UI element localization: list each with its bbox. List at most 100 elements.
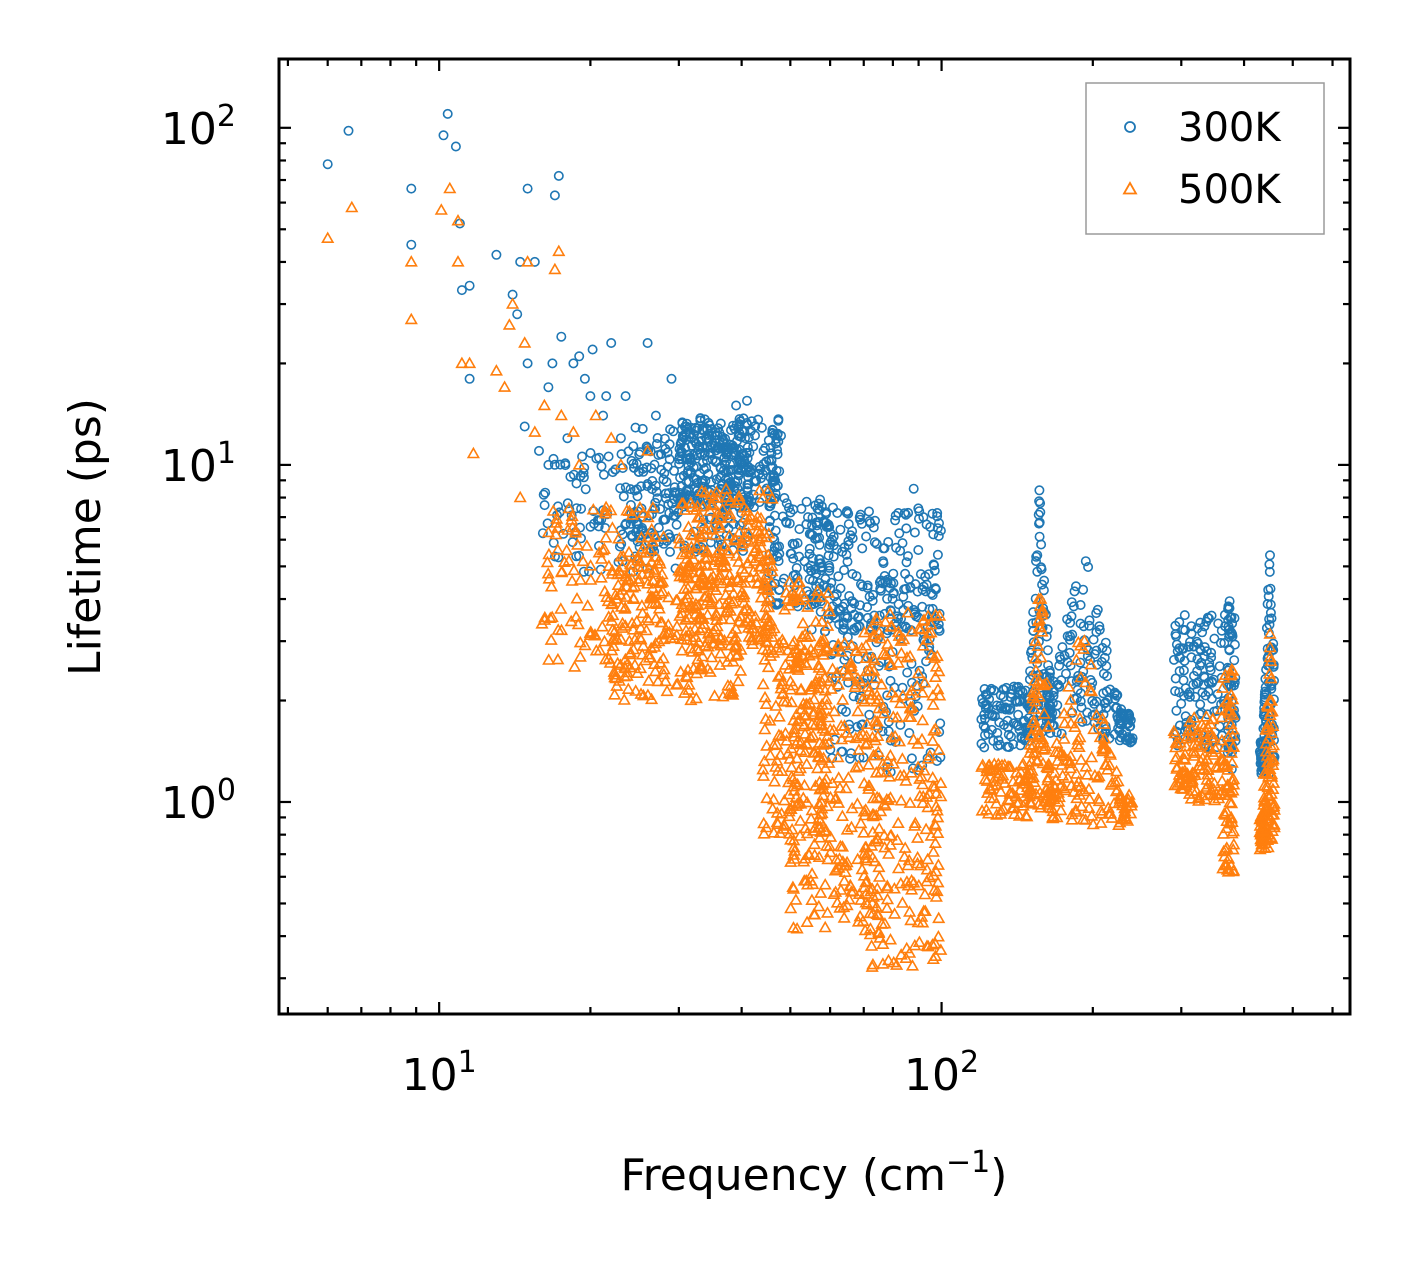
data-point-300K [1032, 647, 1043, 658]
data-point-500K [1005, 801, 1019, 814]
data-point-500K [917, 763, 931, 776]
data-point-300K [1264, 566, 1275, 577]
data-point-500K [537, 398, 551, 411]
data-point-500K [1080, 768, 1094, 780]
data-point-500K [1226, 722, 1240, 735]
data-point-500K [915, 910, 929, 922]
data-point-500K [905, 883, 919, 895]
data-point-300K [1008, 739, 1019, 750]
data-point-500K [1170, 760, 1184, 773]
x-tick-label: 101 [402, 1045, 477, 1101]
data-point-500K [1007, 807, 1021, 820]
data-point-500K [775, 806, 789, 819]
data-point-500K [852, 743, 866, 755]
data-point-500K [818, 920, 832, 933]
data-point-500K [853, 729, 867, 742]
data-point-500K [912, 935, 926, 948]
data-point-500K [1027, 702, 1041, 714]
data-point-300K [1260, 686, 1271, 697]
data-point-300K [662, 447, 673, 458]
data-point-500K [625, 572, 639, 585]
data-point-500K [1200, 720, 1214, 733]
data-point-500K [832, 861, 846, 873]
data-point-300K [788, 504, 799, 515]
data-point-500K [700, 550, 715, 563]
data-point-500K [562, 554, 576, 566]
data-point-500K [667, 631, 682, 644]
data-point-500K [712, 521, 726, 533]
data-point-500K [812, 750, 826, 763]
data-point-500K [851, 704, 865, 717]
data-point-500K [913, 789, 927, 801]
data-point-300K [659, 468, 670, 479]
data-point-300K [1100, 697, 1111, 708]
data-point-300K [1048, 687, 1059, 698]
data-point-500K [720, 655, 734, 667]
data-point-500K [902, 710, 916, 722]
data-point-500K [793, 761, 807, 774]
data-point-300K [1170, 629, 1181, 640]
data-point-300K [1223, 614, 1234, 625]
data-point-500K [748, 609, 762, 622]
data-point-300K [519, 421, 530, 432]
data-point-500K [844, 638, 859, 651]
data-point-500K [1050, 754, 1064, 766]
data-point-300K [1094, 621, 1105, 632]
data-point-300K [618, 491, 629, 502]
data-point-300K [638, 466, 649, 477]
data-point-500K [758, 690, 772, 703]
data-point-500K [631, 553, 645, 566]
data-point-500K [1026, 685, 1040, 697]
data-point-500K [849, 643, 863, 656]
data-point-500K [812, 675, 826, 687]
data-point-300K [712, 430, 723, 441]
data-point-300K [1109, 729, 1120, 740]
data-point-300K [801, 519, 812, 530]
data-point-500K [794, 743, 808, 756]
data-point-300K [1223, 603, 1234, 614]
data-point-300K [1080, 556, 1091, 567]
data-point-500K [812, 661, 826, 673]
data-point-500K [599, 531, 613, 543]
data-point-500K [745, 633, 759, 646]
data-point-500K [900, 875, 914, 887]
data-point-500K [606, 608, 620, 621]
data-point-500K [802, 648, 816, 661]
data-point-500K [1265, 808, 1279, 820]
data-point-500K [931, 929, 945, 942]
data-point-500K [868, 628, 882, 641]
data-point-500K [1077, 634, 1091, 646]
data-point-500K [831, 796, 846, 808]
data-point-500K [872, 791, 886, 804]
data-point-500K [816, 721, 830, 734]
data-point-500K [812, 899, 826, 912]
data-point-500K [831, 678, 846, 690]
data-point-300K [869, 515, 880, 526]
data-point-500K [1095, 712, 1110, 724]
data-point-300K [635, 481, 646, 492]
data-point-500K [741, 533, 755, 545]
data-point-300K [1084, 620, 1095, 631]
data-point-500K [879, 648, 893, 660]
data-point-300K [731, 420, 742, 431]
data-point-300K [901, 523, 912, 534]
data-point-300K [913, 544, 924, 555]
data-point-500K [844, 879, 858, 892]
data-point-500K [772, 710, 786, 722]
data-point-300K [901, 557, 912, 568]
data-point-300K [533, 445, 544, 456]
data-point-500K [568, 660, 582, 672]
data-point-500K [702, 578, 716, 591]
data-point-500K [781, 592, 795, 604]
data-point-500K [880, 881, 894, 894]
data-point-500K [859, 803, 873, 815]
data-point-500K [866, 890, 880, 902]
data-point-500K [981, 758, 996, 771]
data-point-500K [804, 874, 818, 886]
data-point-500K [680, 633, 694, 645]
data-point-300K [1169, 654, 1180, 665]
data-point-300K [753, 414, 764, 425]
data-point-300K [1264, 559, 1275, 570]
data-point-500K [594, 552, 609, 564]
data-point-500K [817, 632, 831, 645]
